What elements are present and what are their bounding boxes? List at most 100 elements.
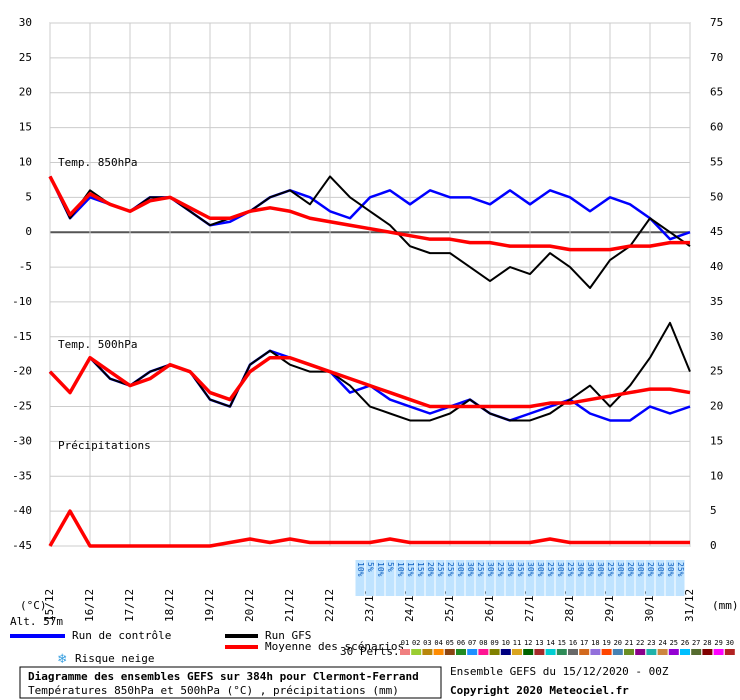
member-number: 16	[569, 639, 577, 647]
member-number: 21	[625, 639, 633, 647]
member-number: 14	[546, 639, 554, 647]
subtitle: Températures 850hPa et 500hPa (°C) , pré…	[28, 684, 399, 697]
snow-label: 30%	[536, 562, 545, 577]
member-swatch	[680, 649, 690, 655]
snow-cell	[495, 560, 505, 596]
snow-label: 35%	[516, 562, 525, 577]
snow-label: 30%	[656, 562, 665, 577]
member-swatch	[635, 649, 646, 655]
member-number: 24	[658, 639, 666, 647]
members-label: 30 Perts.	[340, 645, 400, 658]
y2-tick-label: 0	[710, 539, 717, 552]
title-box	[19, 666, 442, 699]
lines	[48, 175, 691, 548]
snow-label: 25%	[476, 562, 485, 577]
legend-label: Risque neige	[75, 652, 154, 665]
member-swatch	[456, 649, 466, 655]
snow-label: 15%	[406, 562, 415, 577]
member-swatch	[657, 649, 668, 655]
legend-label: Run GFS	[265, 629, 311, 642]
snow-label: 25%	[546, 562, 555, 577]
member-swatch	[568, 649, 578, 655]
altitude: Alt. 57m	[10, 615, 63, 628]
member-number: 25	[670, 639, 678, 647]
member-number: 12	[524, 639, 532, 647]
member-number: 09	[490, 639, 498, 647]
snow-cell	[435, 560, 445, 596]
snow-cell	[445, 560, 455, 596]
snow-label: 5%	[386, 562, 395, 572]
snow-label: 30%	[466, 562, 475, 577]
y-tick-label: 25	[19, 51, 32, 64]
snow-cell	[555, 560, 565, 596]
x-tick-label: 23/12	[363, 589, 376, 622]
snow-cell	[615, 560, 625, 596]
y2-tick-label: 65	[710, 86, 723, 99]
snow-cell	[415, 560, 425, 596]
member-swatch	[444, 649, 455, 655]
member-number: 20	[614, 639, 622, 647]
snow-cell	[665, 560, 675, 596]
member-swatch	[478, 649, 489, 655]
y-tick-label: -25	[12, 400, 32, 413]
member-number: 11	[513, 639, 521, 647]
snow-label: 30%	[666, 562, 675, 577]
y2-tick-label: 5	[710, 504, 717, 517]
y2-tick-label: 70	[710, 51, 723, 64]
snow-cell	[595, 560, 605, 596]
y2-tick-label: 60	[710, 121, 723, 134]
snow-cell	[355, 560, 365, 596]
member-swatch	[612, 649, 623, 655]
member-swatch	[668, 649, 679, 655]
y-tick-label: 30	[19, 16, 32, 29]
x-tick-label: 15/12	[43, 589, 56, 622]
x-tick-label: 31/12	[683, 589, 696, 622]
snow-label: 25%	[566, 562, 575, 577]
y2-tick-label: 20	[710, 400, 723, 413]
snow-cell	[545, 560, 555, 596]
member-number: 13	[535, 639, 543, 647]
snow-cell	[605, 560, 615, 596]
snow-icon: ❄	[58, 651, 67, 667]
snow-cell	[505, 560, 515, 596]
x-tick-label: 20/12	[243, 589, 256, 622]
y2-tick-label: 15	[710, 434, 723, 447]
snow-label: 30%	[486, 562, 495, 577]
snow-cell	[465, 560, 475, 596]
snow-label: 20%	[626, 562, 635, 577]
x-tick-label: 30/12	[643, 589, 656, 622]
x-tick-label: 22/12	[323, 589, 336, 622]
member-swatch	[601, 649, 612, 655]
snow-label: 30%	[456, 562, 465, 577]
member-number: 03	[423, 639, 431, 647]
y-tick-label: -5	[19, 260, 32, 273]
member-number: 19	[602, 639, 610, 647]
member-number: 23	[647, 639, 655, 647]
member-number: 05	[446, 639, 454, 647]
y-axis-label: (°C)	[20, 599, 47, 612]
series-line	[48, 175, 690, 252]
snow-cell	[405, 560, 415, 596]
y2-tick-label: 35	[710, 295, 723, 308]
snow-label: 25%	[446, 562, 455, 577]
snow-label: 30%	[636, 562, 645, 577]
member-swatch	[433, 649, 444, 655]
y-tick-label: 10	[19, 155, 32, 168]
y2-tick-label: 10	[710, 469, 723, 482]
y2-tick-label: 50	[710, 190, 723, 203]
snow-label: 5%	[366, 562, 375, 572]
x-tick-label: 19/12	[203, 589, 216, 622]
run-info: Ensemble GEFS du 15/12/2020 - 00Z	[450, 665, 669, 678]
series-line	[48, 509, 690, 548]
series-line	[49, 175, 691, 289]
x-tick-label: 25/12	[443, 589, 456, 622]
member-number: 10	[502, 639, 510, 647]
y2-tick-label: 40	[710, 260, 723, 273]
member-swatch	[579, 649, 590, 655]
snow-label: 30%	[526, 562, 535, 577]
snow-label: 30%	[506, 562, 515, 577]
member-swatch	[545, 649, 556, 655]
x-tick-label: 27/12	[523, 589, 536, 622]
member-swatch	[422, 649, 433, 655]
